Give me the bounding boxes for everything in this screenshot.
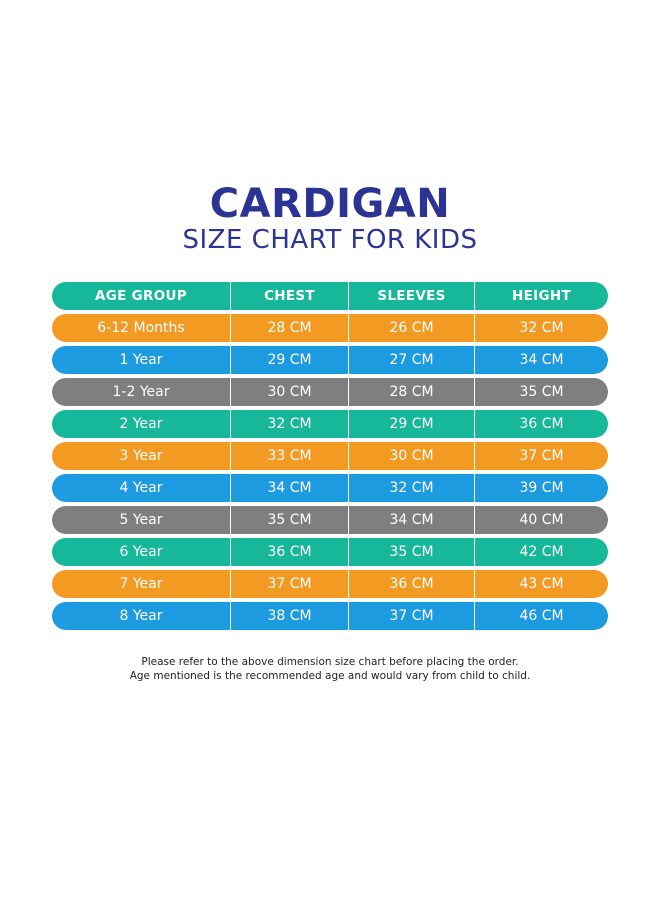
chest-cell: 28 CM — [230, 314, 348, 342]
height-cell: 32 CM — [474, 314, 608, 342]
sleeves-cell: 30 CM — [348, 442, 474, 470]
age-group-cell: 5 Year — [119, 512, 163, 528]
note-line: Age mentioned is the recommended age and… — [129, 670, 531, 682]
chest-cell: 33 CM — [230, 442, 348, 470]
height-cell: 37 CM — [474, 442, 608, 470]
header-height: HEIGHT — [474, 282, 608, 310]
sleeves-cell: 34 CM — [348, 506, 474, 534]
table-row: 1-2 Year 30 CM 28 CM 35 CM — [52, 378, 608, 406]
chest-cell: 34 CM — [230, 474, 348, 502]
table-row: 5 Year 35 CM 34 CM 40 CM — [52, 506, 608, 534]
age-group-cell: 8 Year — [119, 608, 163, 624]
table-row: 2 Year 32 CM 29 CM 36 CM — [52, 410, 608, 438]
sleeves-cell: 35 CM — [348, 538, 474, 566]
page-title: CARDIGAN — [209, 181, 451, 227]
page-subtitle: SIZE CHART FOR KIDS — [182, 225, 478, 255]
header-chest: CHEST — [230, 282, 348, 310]
sleeves-cell: 28 CM — [348, 378, 474, 406]
sleeves-cell: 29 CM — [348, 410, 474, 438]
note-line: Please refer to the above dimension size… — [141, 656, 519, 668]
sleeves-cell: 36 CM — [348, 570, 474, 598]
table-row: 3 Year 33 CM 30 CM 37 CM — [52, 442, 608, 470]
chest-cell: 37 CM — [230, 570, 348, 598]
age-group-cell: 6-12 Months — [97, 320, 185, 336]
chest-cell: 29 CM — [230, 346, 348, 374]
height-cell: 34 CM — [474, 346, 608, 374]
table-row: 8 Year 38 CM 37 CM 46 CM — [52, 602, 608, 630]
sleeves-cell: 37 CM — [348, 602, 474, 630]
age-group-cell: 6 Year — [119, 544, 163, 560]
header-sleeves: SLEEVES — [348, 282, 474, 310]
height-cell: 39 CM — [474, 474, 608, 502]
age-group-cell: 2 Year — [119, 416, 163, 432]
sleeves-cell: 32 CM — [348, 474, 474, 502]
height-cell: 36 CM — [474, 410, 608, 438]
height-cell: 35 CM — [474, 378, 608, 406]
table-row: 7 Year 37 CM 36 CM 43 CM — [52, 570, 608, 598]
table-row: 4 Year 34 CM 32 CM 39 CM — [52, 474, 608, 502]
table-row: 6-12 Months 28 CM 26 CM 32 CM — [52, 314, 608, 342]
table-header-row: AGE GROUP CHEST SLEEVES HEIGHT — [52, 282, 608, 310]
age-group-cell: 3 Year — [119, 448, 163, 464]
height-cell: 43 CM — [474, 570, 608, 598]
age-group-cell: 7 Year — [119, 576, 163, 592]
table-row: 6 Year 36 CM 35 CM 42 CM — [52, 538, 608, 566]
chest-cell: 38 CM — [230, 602, 348, 630]
height-cell: 40 CM — [474, 506, 608, 534]
chest-cell: 36 CM — [230, 538, 348, 566]
sleeves-cell: 27 CM — [348, 346, 474, 374]
table-row: 1 Year 29 CM 27 CM 34 CM — [52, 346, 608, 374]
chest-cell: 35 CM — [230, 506, 348, 534]
height-cell: 42 CM — [474, 538, 608, 566]
age-group-cell: 1 Year — [119, 352, 163, 368]
notes: Please refer to the above dimension size… — [0, 655, 660, 683]
chest-cell: 32 CM — [230, 410, 348, 438]
chest-cell: 30 CM — [230, 378, 348, 406]
header-age-group: AGE GROUP — [95, 288, 187, 304]
sleeves-cell: 26 CM — [348, 314, 474, 342]
height-cell: 46 CM — [474, 602, 608, 630]
age-group-cell: 4 Year — [119, 480, 163, 496]
size-chart-table: AGE GROUP CHEST SLEEVES HEIGHT 6-12 Mont… — [52, 282, 608, 634]
age-group-cell: 1-2 Year — [112, 384, 170, 400]
